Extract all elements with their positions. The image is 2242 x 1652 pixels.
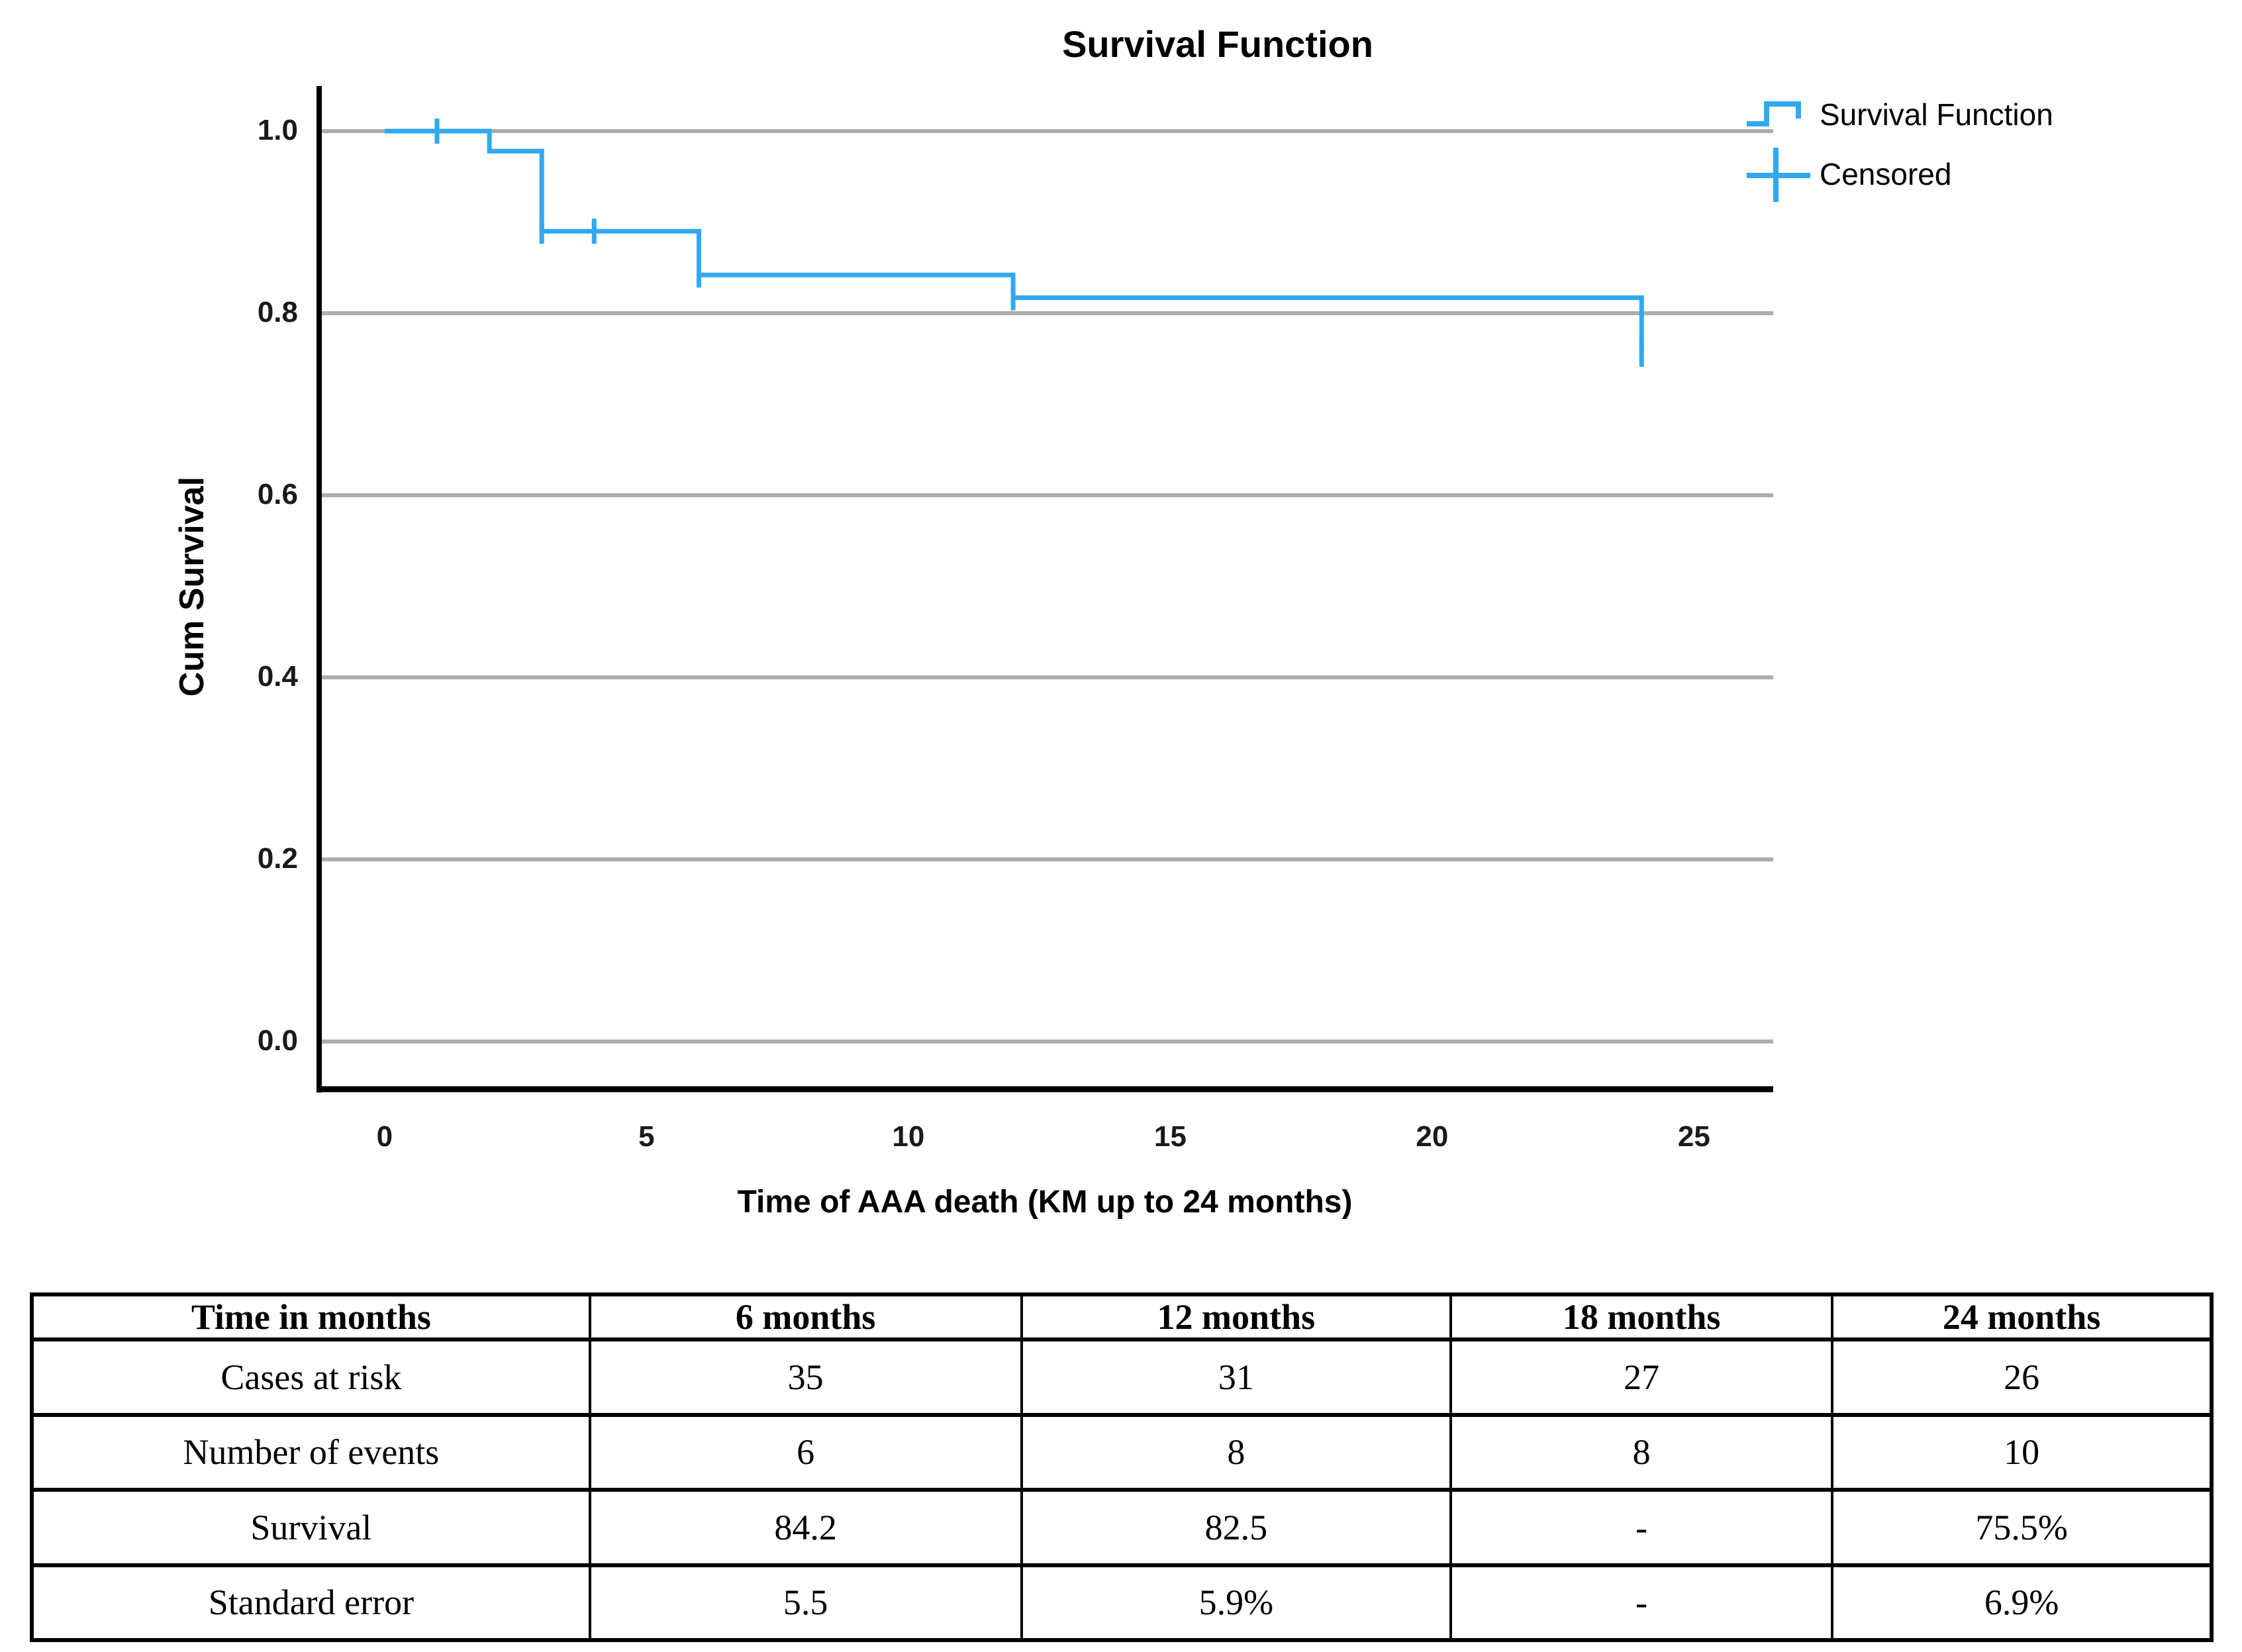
table-cell: 75.5% xyxy=(1831,1488,2213,1567)
plus-icon xyxy=(1747,148,1810,202)
table-header-cell-1: 6 months xyxy=(588,1292,1023,1341)
table-row-3: Standard error 5.5 5.9% -6.9% xyxy=(30,1563,2213,1642)
step-line-icon xyxy=(1747,101,1801,126)
x-axis-title: Time of AAA death (KM up to 24 months) xyxy=(737,1185,1353,1220)
survival-step-curve xyxy=(384,128,1644,354)
legend-label-censored: Censored xyxy=(1820,157,1952,191)
y-tick-label-0.0: 0.0 xyxy=(257,1024,298,1057)
table-cell: - xyxy=(1449,1563,1834,1642)
legend: Survival Function Censored xyxy=(1745,85,2053,204)
y-tick-label-0.8: 0.8 xyxy=(257,296,298,328)
table-row-0: Cases at risk 35 31 27 26 xyxy=(30,1337,2213,1417)
x-tick-label-15: 15 xyxy=(1153,1120,1187,1153)
table-cell: - xyxy=(1449,1488,1834,1567)
table-header-cell-0: Time in months xyxy=(30,1292,591,1341)
table-cell: 35 xyxy=(588,1337,1023,1417)
table-cell: 27 xyxy=(1449,1337,1834,1417)
km-plot-area xyxy=(317,86,1773,1093)
table-header-cell-2: 12 months xyxy=(1020,1292,1453,1341)
legend-item-survival-function: Survival Function xyxy=(1745,85,2053,144)
table-row-label: Survival xyxy=(30,1488,591,1567)
table-header-cell-3: 18 months xyxy=(1449,1292,1834,1341)
x-tick-label-10: 10 xyxy=(892,1120,925,1153)
table-header-cell-4: 24 months xyxy=(1831,1292,2213,1341)
table-row-label: Cases at risk xyxy=(30,1337,591,1417)
x-tick-label-0: 0 xyxy=(376,1120,393,1153)
table-row-label: Number of events xyxy=(30,1412,591,1492)
table-row-2: Survival 84.2 82.5-75.5% xyxy=(30,1488,2213,1567)
table-cell: 84.2 xyxy=(588,1488,1023,1567)
legend-label-survival-function: Survival Function xyxy=(1820,97,2053,132)
km-summary-table: Time in months 6 months 12 months 18 months… xyxy=(30,1292,2214,1642)
y-tick-label-0.2: 0.2 xyxy=(257,842,298,875)
table-header-row: Time in months 6 months 12 months 18 months… xyxy=(30,1292,2213,1341)
y-tick-label-0.4: 0.4 xyxy=(257,660,298,693)
table-cell: 5.9% xyxy=(1020,1563,1453,1642)
x-tick-label-5: 5 xyxy=(638,1120,655,1153)
table-cell: 6 xyxy=(588,1412,1023,1492)
table-cell: 5.5 xyxy=(588,1563,1023,1642)
y-tick-label-0.6: 0.6 xyxy=(257,478,298,510)
table-cell: 10 xyxy=(1831,1412,2213,1492)
table-cell: 26 xyxy=(1831,1337,2213,1417)
km-summary-table-wrap: Time in months 6 months 12 months 18 months… xyxy=(30,1292,2214,1642)
table-row-label: Standard error xyxy=(30,1563,591,1642)
table-cell: 8 xyxy=(1020,1412,1453,1492)
table-cell: 6.9% xyxy=(1831,1563,2213,1642)
table-cell: 31 xyxy=(1020,1337,1453,1417)
x-tick-label-20: 20 xyxy=(1416,1120,1449,1153)
table-cell: 82.5 xyxy=(1020,1488,1453,1567)
legend-item-censored: Censored xyxy=(1745,144,2053,204)
chart-title: Survival Function xyxy=(1062,23,1373,65)
table-cell: 8 xyxy=(1449,1412,1834,1492)
table-row-1: Number of events 6 8 8 10 xyxy=(30,1412,2213,1492)
y-tick-label-1.0: 1.0 xyxy=(257,114,298,146)
x-tick-label-25: 25 xyxy=(1677,1120,1710,1153)
